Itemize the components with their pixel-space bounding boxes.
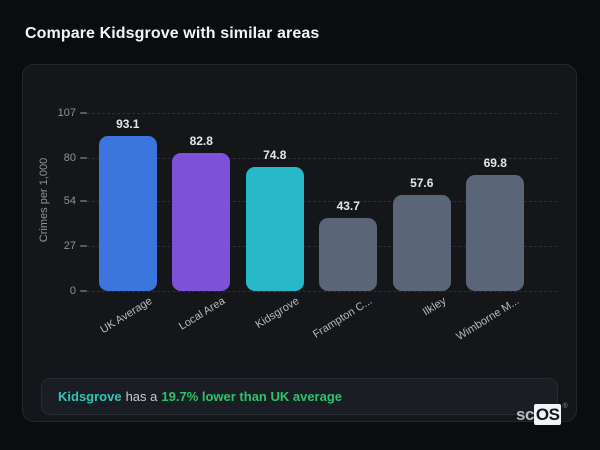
bar[interactable] — [98, 136, 157, 291]
y-tick-label: 107 — [57, 107, 76, 119]
gridline — [87, 113, 557, 114]
bar[interactable] — [245, 166, 304, 291]
bar-value-label: 74.8 — [263, 147, 287, 162]
gridline — [87, 201, 557, 203]
bar-value-label: 57.6 — [410, 176, 434, 191]
y-tick-label: 54 — [63, 195, 76, 208]
registered-trademark-icon: ® — [562, 403, 568, 410]
y-tick-mark — [80, 112, 87, 114]
chart-card: 0 27 54 80 107 Crimes per 1,000 93.1 UK Average… — [22, 64, 577, 422]
gridline — [87, 157, 557, 159]
x-tick-label: Wimborne M... — [454, 295, 522, 344]
bar[interactable] — [172, 153, 231, 291]
note-stat: 19.7% lower than UK average — [161, 389, 343, 404]
bar-chart: 0 27 54 80 107 Crimes per 1,000 93.1 UK Average… — [23, 65, 576, 421]
bar-value-label: 82.8 — [189, 134, 213, 149]
y-tick-label: 0 — [69, 285, 76, 297]
note-connector: has a — [125, 389, 158, 404]
y-tick-label: 27 — [63, 240, 76, 253]
y-tick-label: 80 — [63, 151, 76, 164]
y-axis-title: Crimes per 1,000 — [38, 157, 50, 243]
x-tick-label: UK Average — [98, 295, 155, 337]
x-tick-label: Local Area — [177, 295, 228, 333]
summary-note: Kidsgrove has a 19.7% lower than UK aver… — [41, 378, 558, 415]
y-tick-mark — [80, 245, 87, 248]
y-tick-mark — [80, 290, 87, 292]
bar[interactable] — [392, 195, 451, 291]
logo-box-text: OS — [533, 404, 562, 425]
y-tick-mark — [80, 156, 87, 159]
page-title: Compare Kidsgrove with similar areas — [25, 25, 320, 42]
logo-prefix-text: sc — [516, 404, 534, 424]
bar-value-label: 93.1 — [116, 117, 140, 132]
x-tick-label: Frampton C... — [311, 295, 375, 341]
bar[interactable] — [319, 218, 378, 291]
gridline — [87, 291, 557, 292]
bar[interactable] — [466, 174, 525, 291]
note-area-name: Kidsgrove — [58, 389, 122, 404]
x-tick-label: Ilkley — [420, 295, 449, 319]
bar-value-label: 69.8 — [483, 155, 507, 170]
x-tick-label: Kidsgrove — [253, 295, 302, 332]
scos-logo: sc OS ® — [516, 403, 568, 425]
y-tick-mark — [80, 200, 87, 203]
bar-value-label: 43.7 — [336, 199, 360, 214]
